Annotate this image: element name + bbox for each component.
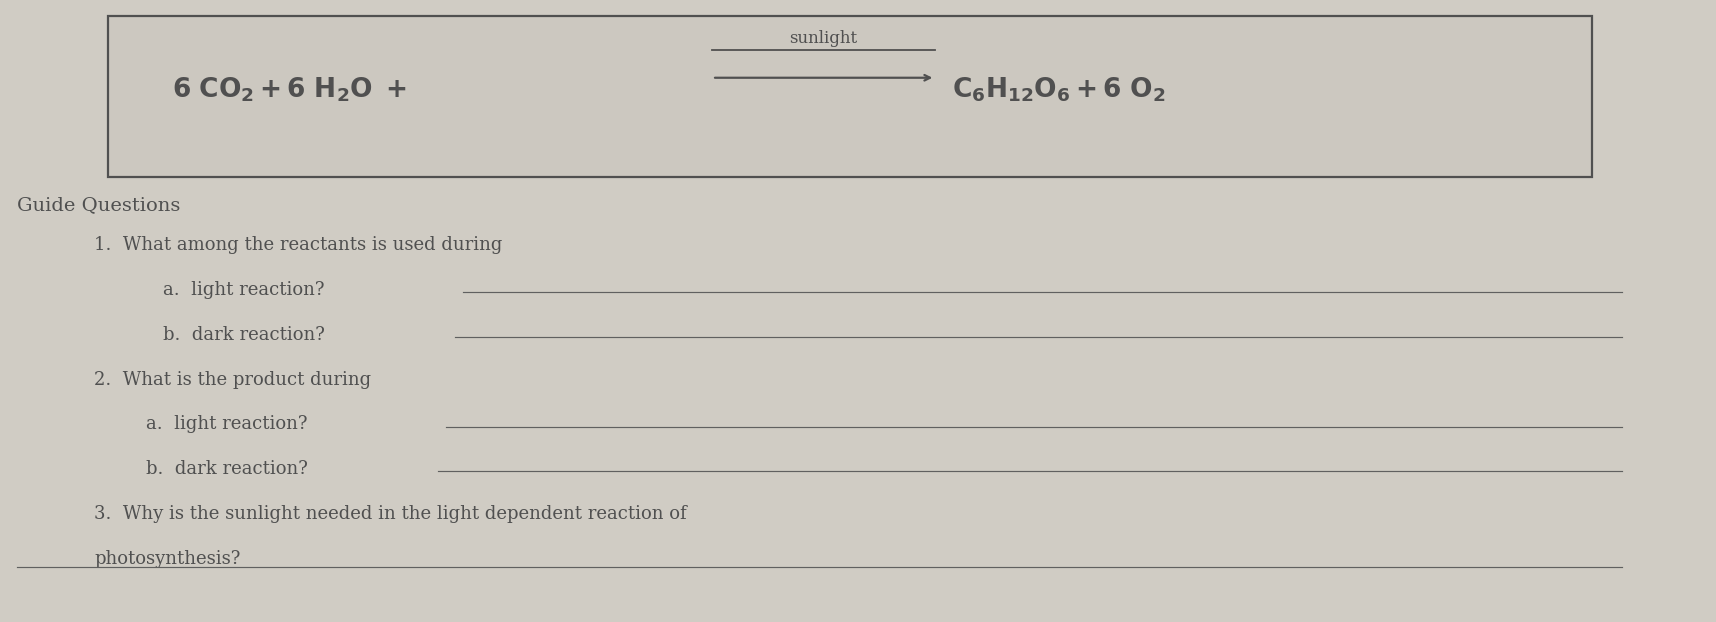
Text: 1.  What among the reactants is used during: 1. What among the reactants is used duri… [94, 236, 503, 254]
Text: photosynthesis?: photosynthesis? [94, 550, 240, 568]
FancyBboxPatch shape [108, 16, 1592, 177]
Text: $\bf{6\ CO_2 + 6\ H_2O\ +}$: $\bf{6\ CO_2 + 6\ H_2O\ +}$ [172, 76, 407, 104]
Text: 3.  Why is the sunlight needed in the light dependent reaction of: 3. Why is the sunlight needed in the lig… [94, 505, 686, 523]
Text: a.  light reaction?: a. light reaction? [146, 415, 307, 434]
Text: sunlight: sunlight [789, 30, 858, 47]
Text: $\bf{C_6H_{12}O_6 + 6\ O_2}$: $\bf{C_6H_{12}O_6 + 6\ O_2}$ [952, 76, 1165, 104]
Text: b.  dark reaction?: b. dark reaction? [146, 460, 307, 478]
Text: a.  light reaction?: a. light reaction? [163, 281, 324, 299]
Text: 2.  What is the product during: 2. What is the product during [94, 371, 371, 389]
Text: b.  dark reaction?: b. dark reaction? [163, 326, 324, 344]
Text: Guide Questions: Guide Questions [17, 196, 180, 214]
